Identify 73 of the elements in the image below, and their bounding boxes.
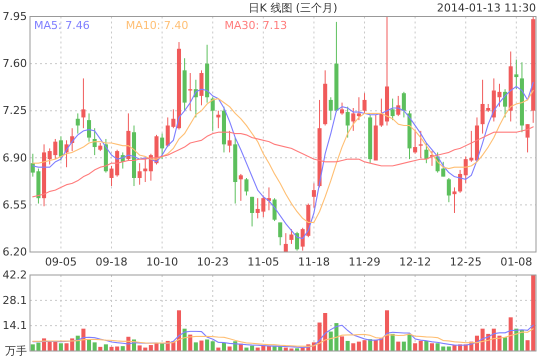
- x-tick-label: 12-12: [399, 256, 432, 268]
- x-tick-label: 09-05: [44, 256, 77, 268]
- candlestick: [160, 133, 164, 160]
- candlestick: [346, 106, 350, 138]
- x-tick-label: 09-18: [96, 256, 128, 268]
- y-tick-label: 7.95: [2, 10, 27, 23]
- text: MA30: 7.13: [224, 19, 288, 32]
- bar: [396, 342, 400, 351]
- candlestick: [250, 196, 254, 227]
- candlestick: [87, 112, 92, 142]
- candlestick: [390, 98, 395, 121]
- candlestick: [300, 227, 305, 252]
- bar: [430, 343, 434, 351]
- candlestick: [138, 162, 142, 186]
- y-tick-label: 7.25: [2, 104, 27, 118]
- x-tick-label: 11-29: [348, 256, 381, 268]
- y-tick-label: 6.55: [2, 198, 27, 212]
- candlestick: [413, 129, 418, 154]
- bar: [199, 340, 204, 351]
- candlestick: [284, 232, 288, 252]
- text: MA10: 7.40: [126, 19, 188, 32]
- bar: [346, 340, 350, 351]
- candlestick: [53, 138, 58, 160]
- candlestick: [278, 222, 282, 246]
- bar: [188, 334, 192, 351]
- candlestick: [188, 72, 192, 112]
- y-tick-label: 万手: [5, 344, 27, 358]
- text: 2014-01-13 11:30: [436, 2, 536, 14]
- candlestick: [424, 142, 428, 164]
- x-tick-label: 11-18: [298, 256, 330, 268]
- bar: [390, 334, 395, 351]
- candlestick: [340, 102, 344, 116]
- candlestick: [289, 228, 294, 244]
- y-tick-label: 6.90: [2, 151, 27, 164]
- candlestick: [199, 70, 204, 106]
- candlestick: [396, 95, 400, 117]
- line-series: [32, 90, 534, 223]
- bar: [503, 337, 508, 351]
- candlestick: [514, 59, 518, 90]
- bar: [424, 340, 428, 351]
- candlestick: [526, 124, 530, 153]
- x-tick-label: 11-05: [247, 256, 280, 268]
- candlestick: [402, 91, 406, 118]
- y-tick-label: 14.1: [2, 319, 27, 332]
- y-tick-label: 7.60: [2, 57, 27, 70]
- candlestick: [295, 231, 300, 252]
- candlestick: [256, 198, 260, 219]
- candlestick: [76, 112, 80, 134]
- y-tick-label: 28.1: [2, 294, 27, 307]
- x-tick-label: 12-25: [450, 256, 482, 268]
- candlestick: [452, 186, 456, 214]
- bar: [508, 317, 513, 351]
- y-tick-label: 6.20: [2, 246, 27, 258]
- candlestick: [58, 136, 63, 161]
- candlestick: [362, 92, 367, 114]
- candlestick: [244, 177, 248, 196]
- bar: [58, 343, 63, 351]
- line-series: [32, 328, 534, 347]
- candlestick: [228, 130, 232, 153]
- x-tick-label: 10-10: [146, 256, 178, 268]
- x-tick-label: 01-08: [500, 256, 532, 268]
- bar: [194, 342, 198, 351]
- text: MA5: 7.46: [34, 19, 90, 32]
- x-tick-label: 10-23: [196, 256, 229, 268]
- chart-title: 日K 线图 (三个月): [248, 2, 338, 14]
- candlestick: [216, 110, 220, 129]
- y-tick-label: 42.2: [2, 268, 27, 282]
- candlestick: [81, 78, 86, 129]
- bar: [340, 336, 344, 351]
- candlestick: [446, 177, 451, 203]
- candlestick: [312, 182, 316, 208]
- candlestick: [238, 173, 243, 202]
- bar: [120, 346, 125, 351]
